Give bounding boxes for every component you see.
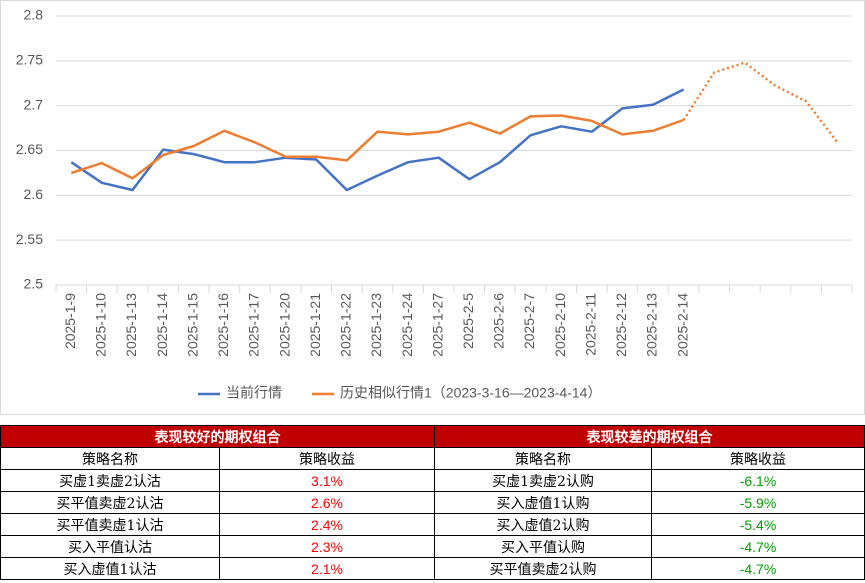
x-tick-label: 2025-1-15: [184, 293, 200, 357]
cell: 买虚1卖虚2认购: [434, 469, 652, 492]
x-tick-label: 2025-2-14: [674, 293, 690, 357]
series-line: [70, 114, 685, 180]
x-tick-label: 2025-1-21: [307, 293, 323, 357]
cell: 买入虚值1认沽: [0, 557, 220, 580]
header-row: 策略名称 策略收益 策略名称 策略收益: [0, 447, 865, 470]
x-tick-label: 2025-2-7: [521, 293, 537, 349]
y-tick-label: 2.5: [24, 276, 44, 292]
series-line: [70, 88, 685, 192]
x-tick-label: 2025-1-27: [429, 293, 445, 357]
table: 表现较好的期权组合 表现较差的期权组合 策略名称 策略收益 策略名称 策略收益 …: [0, 425, 865, 580]
cell: 2.1%: [219, 557, 435, 580]
cell: 3.1%: [219, 469, 435, 492]
row: 买平值卖虚2认沽 2.6% 买入虚值1认购 -5.9%: [0, 491, 865, 514]
cell: 买入虚值2认购: [434, 513, 652, 536]
y-tick-label: 2.75: [16, 52, 43, 68]
cell: -4.7%: [651, 535, 865, 558]
cell: 2.6%: [219, 491, 435, 514]
x-tick-label: 2025-2-13: [644, 293, 660, 357]
row: 买入平值认沽 2.3% 买入平值认购 -4.7%: [0, 535, 865, 558]
group-title: 表现较差的期权组合: [434, 425, 865, 448]
x-tick-label: 2025-1-9: [62, 293, 78, 349]
cell: -4.7%: [651, 557, 865, 580]
x-tick-label: 2025-1-13: [123, 293, 139, 357]
cell: 2.3%: [219, 535, 435, 558]
cell: 2.4%: [219, 513, 435, 536]
chart-frame: 2.5 2.55 2.6 2.65 2.7 2.75 2.8 2025-1-9 2025-1-1…: [0, 0, 865, 415]
group-row: 表现较好的期权组合 表现较差的期权组合: [0, 425, 865, 448]
header-cell: 策略名称: [434, 447, 652, 470]
row: 买入虚值1认沽 2.1% 买平值卖虚2认购 -4.7%: [0, 557, 865, 580]
group-title: 表现较好的期权组合: [0, 425, 435, 448]
x-tick-label: 2025-1-24: [399, 293, 415, 357]
cell: -6.1%: [651, 469, 865, 492]
x-tick-label: 2025-1-22: [338, 293, 354, 357]
x-tick-label: 2025-1-10: [93, 293, 109, 357]
row: 买平值卖虚1认沽 2.4% 买入虚值2认购 -5.4%: [0, 513, 865, 536]
cell: 买入平值认购: [434, 535, 652, 558]
x-tick-label: 2025-1-16: [215, 293, 231, 357]
cell: 买平值卖虚2认购: [434, 557, 652, 580]
y-tick-label: 2.8: [24, 7, 44, 23]
x-tick-label: 2025-2-5: [460, 293, 476, 349]
cell: 买入平值认沽: [0, 535, 220, 558]
x-tick-label: 2025-2-12: [613, 293, 629, 357]
x-tick-label: 2025-2-10: [552, 293, 568, 357]
x-tick-label: 2025-1-23: [368, 293, 384, 357]
y-tick-label: 2.55: [16, 231, 43, 247]
header-cell: 策略收益: [651, 447, 865, 470]
cell: 买虚1卖虚2认沽: [0, 469, 220, 492]
y-tick-label: 2.65: [16, 141, 43, 157]
row: 买虚1卖虚2认沽 3.1% 买虚1卖虚2认购 -6.1%: [0, 469, 865, 492]
x-tick-label: 2025-1-20: [276, 293, 292, 357]
cell: 买入虚值1认购: [434, 491, 652, 514]
chart: 2.5 2.55 2.6 2.65 2.7 2.75 2.8 2025-1-9 2025-1-1…: [16, 7, 853, 401]
x-tick-label: 2025-1-17: [246, 293, 262, 357]
cell: -5.4%: [651, 513, 865, 536]
header-cell: 策略名称: [0, 447, 220, 470]
y-tick-label: 2.6: [24, 186, 44, 202]
cell: -5.9%: [651, 491, 865, 514]
legend-label: 历史相似行情1（2023-3-16—2023-4-14）: [340, 385, 601, 401]
x-tick-label: 2025-2-6: [491, 293, 507, 349]
x-tick-label: 2025-1-14: [154, 293, 170, 357]
cell: 买平值卖虚1认沽: [0, 513, 220, 536]
legend-label: 当前行情: [226, 385, 282, 401]
series-line: [682, 61, 838, 143]
cell: 买平值卖虚2认沽: [0, 491, 220, 514]
y-tick-label: 2.7: [24, 96, 44, 112]
x-tick-label: 2025-2-11: [582, 293, 598, 356]
header-cell: 策略收益: [219, 447, 435, 470]
